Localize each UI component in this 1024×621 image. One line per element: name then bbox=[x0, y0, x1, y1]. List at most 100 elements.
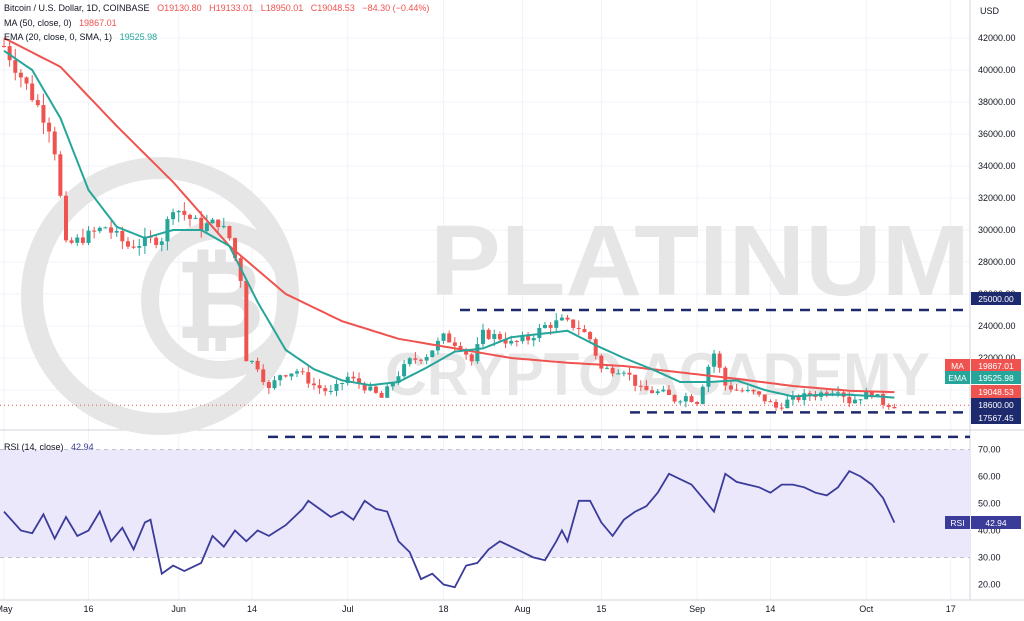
candle-body bbox=[255, 360, 260, 370]
rsi-band bbox=[0, 449, 970, 558]
candle-body bbox=[661, 389, 666, 392]
candle-body bbox=[289, 373, 294, 377]
candle-body bbox=[503, 339, 508, 344]
candle-body bbox=[447, 333, 452, 343]
candle-body bbox=[458, 345, 463, 350]
candle-body bbox=[892, 406, 897, 409]
legend-title-row: Bitcoin / U.S. Dollar, 1D, COINBASE O191… bbox=[4, 3, 434, 13]
rsi-tick-label: 20.00 bbox=[978, 580, 1001, 590]
ohlc-change: −84.30 (−0.44%) bbox=[362, 3, 430, 13]
legend-ema-row[interactable]: EMA (20, close, 0, SMA, 1) 19525.98 bbox=[4, 32, 162, 42]
candle-body bbox=[650, 390, 655, 394]
candle-body bbox=[137, 246, 142, 248]
ohlc-high: H19133.01 bbox=[209, 3, 254, 13]
candle-body bbox=[644, 386, 649, 391]
candle-body bbox=[75, 237, 80, 243]
candle-body bbox=[142, 236, 147, 247]
candle-body bbox=[266, 382, 271, 389]
candle-body bbox=[430, 350, 435, 358]
candle-body bbox=[548, 324, 553, 328]
badge-tag bbox=[945, 371, 970, 384]
price-tick-label: 32000.00 bbox=[978, 193, 1016, 203]
candle-body bbox=[351, 376, 356, 379]
candle-body bbox=[24, 77, 29, 84]
candle-body bbox=[520, 336, 525, 342]
ohlc-low: L18950.01 bbox=[260, 3, 304, 13]
candle-body bbox=[576, 327, 581, 330]
candle-body bbox=[125, 241, 130, 247]
ma-legend-label: MA (50, close, 0) bbox=[4, 18, 72, 28]
candle-body bbox=[610, 367, 615, 374]
candle-body bbox=[278, 375, 283, 381]
candle-body bbox=[221, 226, 226, 228]
candle-body bbox=[272, 380, 277, 389]
candle-body bbox=[886, 404, 891, 407]
rsi-legend-label: RSI (14, close) bbox=[4, 442, 64, 452]
candle-body bbox=[7, 46, 12, 61]
badge-tag-label: MA bbox=[951, 361, 964, 371]
candle-body bbox=[604, 367, 609, 369]
badge-tag-label: RSI bbox=[950, 518, 964, 528]
candle-body bbox=[469, 354, 474, 362]
candle-body bbox=[852, 399, 857, 404]
candle-body bbox=[824, 392, 829, 395]
candle-body bbox=[13, 60, 18, 73]
ma-line bbox=[3, 37, 895, 394]
candle-body bbox=[2, 46, 6, 47]
candle-body bbox=[751, 389, 756, 392]
candle-body bbox=[86, 230, 91, 243]
candle-body bbox=[621, 372, 626, 374]
candle-body bbox=[441, 333, 446, 341]
candle-body bbox=[554, 320, 559, 328]
rsi-legend-value: 42.94 bbox=[71, 442, 94, 452]
legend-ma-row[interactable]: MA (50, close, 0) 19867.01 bbox=[4, 18, 122, 28]
rsi-line bbox=[3, 469, 896, 589]
price-badge-value: 18600.00 bbox=[978, 400, 1014, 410]
price-tick-label: 24000.00 bbox=[978, 321, 1016, 331]
candle-body bbox=[757, 391, 762, 395]
candle-body bbox=[565, 317, 570, 320]
rsi-tick-label: 70.00 bbox=[978, 445, 1001, 455]
rsi-tick-label: 60.00 bbox=[978, 472, 1001, 482]
price-badge bbox=[971, 371, 1021, 384]
candle-body bbox=[396, 376, 401, 383]
candle-body bbox=[334, 383, 339, 391]
legend-rsi-row[interactable]: RSI (14, close) 42.94 bbox=[4, 442, 99, 452]
candle-body bbox=[233, 238, 238, 259]
candle-body bbox=[740, 390, 745, 392]
candle-body bbox=[182, 210, 187, 215]
candle-body bbox=[193, 217, 198, 219]
time-tick-label: Oct bbox=[859, 604, 874, 614]
candle-body bbox=[18, 72, 23, 78]
candle-body bbox=[728, 385, 733, 390]
candle-body bbox=[582, 329, 587, 333]
price-badge-value: 42.94 bbox=[985, 518, 1007, 528]
candle-body bbox=[486, 329, 491, 339]
candle-body bbox=[627, 372, 632, 375]
candle-body bbox=[63, 195, 68, 241]
candle-body bbox=[768, 401, 773, 403]
candle-body bbox=[633, 374, 638, 386]
price-tick-label: 28000.00 bbox=[978, 257, 1016, 267]
candle-body bbox=[227, 226, 232, 239]
time-tick-label: 17 bbox=[946, 604, 956, 614]
candle-body bbox=[695, 401, 700, 404]
candle-body bbox=[655, 391, 660, 394]
candle-body bbox=[390, 382, 395, 387]
currency-label: USD bbox=[980, 6, 1000, 16]
time-tick-label: Jun bbox=[171, 604, 186, 614]
candle-body bbox=[790, 395, 795, 400]
rsi-tick-label: 50.00 bbox=[978, 499, 1001, 509]
candle-body bbox=[306, 372, 311, 384]
symbol-title: Bitcoin / U.S. Dollar, 1D, COINBASE bbox=[4, 3, 150, 13]
time-tick-label: 15 bbox=[596, 604, 606, 614]
candle-body bbox=[340, 383, 345, 385]
candle-body bbox=[689, 396, 694, 402]
ma-legend-value: 19867.01 bbox=[79, 18, 117, 28]
candle-body bbox=[638, 385, 643, 387]
candle-body bbox=[779, 407, 784, 409]
candle-body bbox=[199, 217, 204, 231]
candle-body bbox=[165, 219, 170, 242]
price-badge-value: 19867.01 bbox=[978, 361, 1014, 371]
